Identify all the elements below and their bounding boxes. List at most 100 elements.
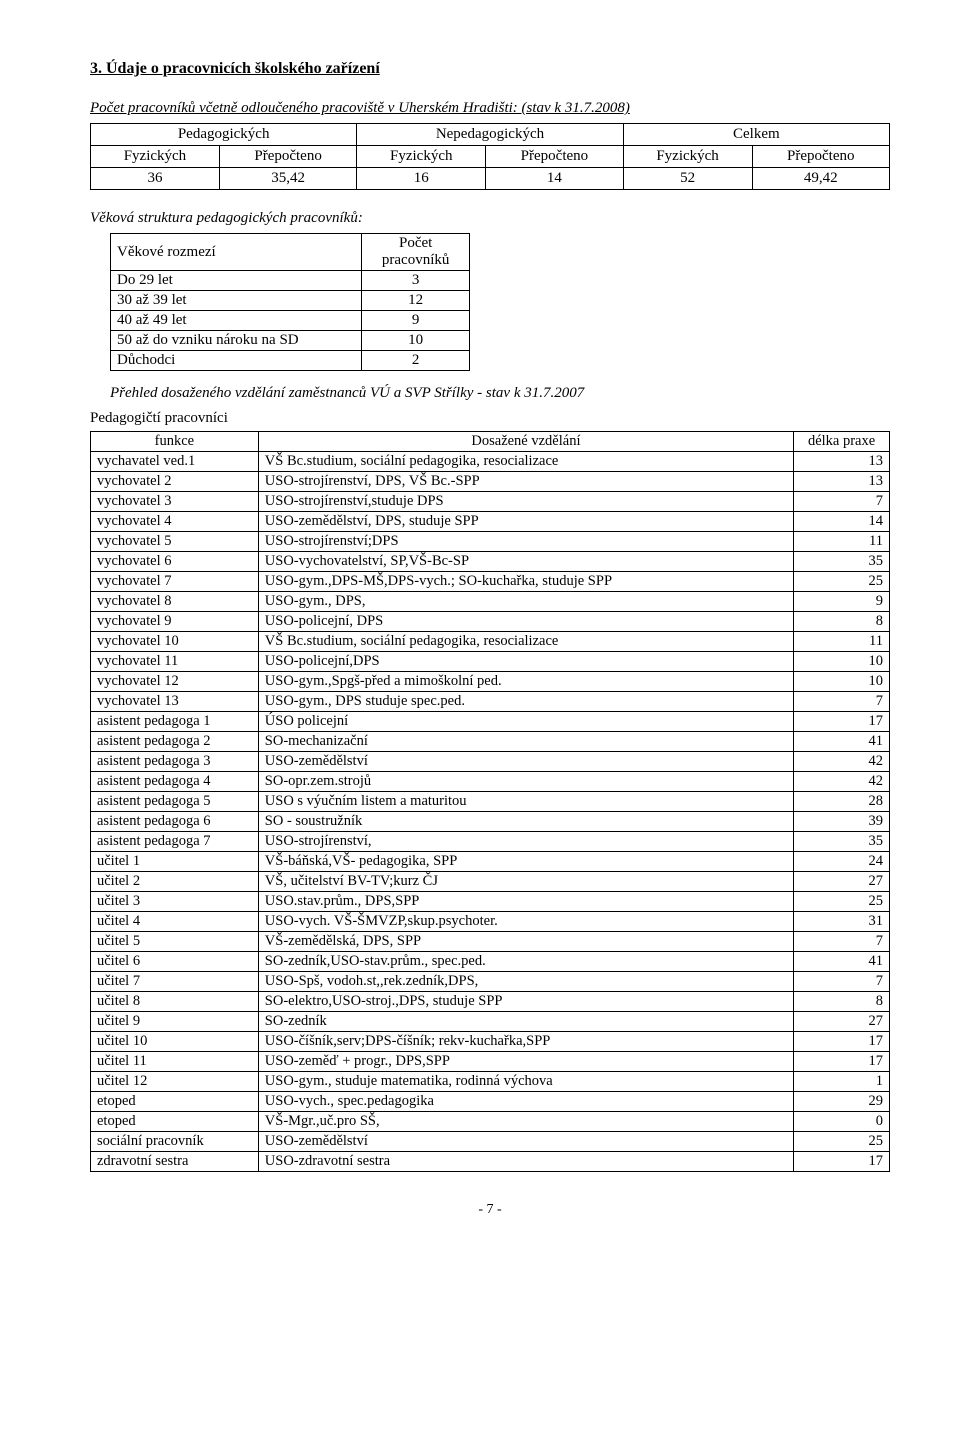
edu-row: asistent pedagoga 7USO-strojírenství,35	[91, 832, 890, 852]
edu-row-years: 42	[794, 772, 890, 792]
edu-row-func: vychovatel 5	[91, 532, 259, 552]
edu-row: asistent pedagoga 2SO-mechanizační41	[91, 732, 890, 752]
edu-row-years: 14	[794, 512, 890, 532]
edu-row: vychovatel 8USO-gym., DPS,9	[91, 592, 890, 612]
edu-row-edu: VŠ-Mgr.,uč.pro SŠ,	[258, 1112, 793, 1132]
edu-row-func: vychovatel 11	[91, 652, 259, 672]
edu-row-years: 9	[794, 592, 890, 612]
edu-row-years: 10	[794, 652, 890, 672]
edu-row-func: vychavatel ved.1	[91, 452, 259, 472]
t1-r-5: 49,42	[752, 168, 889, 190]
edu-row-years: 41	[794, 952, 890, 972]
edu-row-years: 0	[794, 1112, 890, 1132]
edu-row-years: 17	[794, 712, 890, 732]
edu-row-func: vychovatel 6	[91, 552, 259, 572]
t3-head-2: délka praxe	[794, 432, 890, 452]
edu-row-edu: USO-vych., spec.pedagogika	[258, 1092, 793, 1112]
edu-row: učitel 5VŠ-zemědělská, DPS, SPP7	[91, 932, 890, 952]
edu-row: učitel 11USO-zeměď + progr., DPS,SPP17	[91, 1052, 890, 1072]
edu-row: vychovatel 9USO-policejní, DPS8	[91, 612, 890, 632]
t1-h2-2: Fyzických	[357, 146, 486, 168]
age-row: 50 až do vzniku nároku na SD10	[111, 331, 470, 351]
edu-row-edu: USO-vych. VŠ-ŠMVZP,skup.psychoter.	[258, 912, 793, 932]
edu-row: vychovatel 6USO-vychovatelství, SP,VŠ-Bc…	[91, 552, 890, 572]
edu-row-years: 8	[794, 992, 890, 1012]
edu-row-func: zdravotní sestra	[91, 1152, 259, 1172]
t1-head-total: Celkem	[623, 124, 889, 146]
edu-row: asistent pedagoga 1ÚSO policejní17	[91, 712, 890, 732]
edu-row-func: asistent pedagoga 1	[91, 712, 259, 732]
t1-r-2: 16	[357, 168, 486, 190]
edu-row-years: 25	[794, 1132, 890, 1152]
age-row: Důchodci2	[111, 351, 470, 371]
edu-row-years: 25	[794, 572, 890, 592]
edu-row-edu: SO-zedník	[258, 1012, 793, 1032]
edu-row: učitel 1VŠ-báňská,VŠ- pedagogika, SPP24	[91, 852, 890, 872]
edu-row-years: 7	[794, 972, 890, 992]
edu-row-edu: USO-policejní,DPS	[258, 652, 793, 672]
edu-row-edu: SO-mechanizační	[258, 732, 793, 752]
edu-row-edu: VŠ Bc.studium, sociální pedagogika, reso…	[258, 632, 793, 652]
edu-row-edu: ÚSO policejní	[258, 712, 793, 732]
edu-row-func: učitel 5	[91, 932, 259, 952]
edu-row-edu: USO-gym., DPS studuje spec.ped.	[258, 692, 793, 712]
edu-row-func: asistent pedagoga 5	[91, 792, 259, 812]
edu-row: etopedVŠ-Mgr.,uč.pro SŠ,0	[91, 1112, 890, 1132]
edu-row: vychovatel 13USO-gym., DPS studuje spec.…	[91, 692, 890, 712]
intro-text: Počet pracovníků včetně odloučeného prac…	[90, 100, 890, 117]
edu-row-years: 17	[794, 1032, 890, 1052]
edu-row: vychovatel 2USO-strojírenství, DPS, VŠ B…	[91, 472, 890, 492]
edu-row-edu: USO-číšník,serv;DPS-číšník; rekv-kuchařk…	[258, 1032, 793, 1052]
pedag-label: Pedagogičtí pracovníci	[90, 410, 890, 427]
edu-row: učitel 12USO-gym., studuje matematika, r…	[91, 1072, 890, 1092]
edu-row-func: učitel 3	[91, 892, 259, 912]
edu-row-func: etoped	[91, 1112, 259, 1132]
edu-row-edu: USO-zemědělství	[258, 1132, 793, 1152]
edu-row-func: učitel 11	[91, 1052, 259, 1072]
edu-row-years: 13	[794, 452, 890, 472]
overview-heading: Přehled dosaženého vzdělání zaměstnanců …	[110, 385, 890, 402]
age-row-count: 12	[362, 291, 470, 311]
t1-h2-5: Přepočteno	[752, 146, 889, 168]
staff-count-table: Pedagogických Nepedagogických Celkem Fyz…	[90, 123, 890, 190]
age-row: 30 až 39 let12	[111, 291, 470, 311]
edu-row-edu: USO-zdravotní sestra	[258, 1152, 793, 1172]
edu-row-func: asistent pedagoga 3	[91, 752, 259, 772]
edu-row-edu: USO-gym.,Spgš-před a mimoškolní ped.	[258, 672, 793, 692]
edu-row-func: učitel 1	[91, 852, 259, 872]
t2-head-1: Počet pracovníků	[362, 234, 470, 271]
edu-row-edu: VŠ-báňská,VŠ- pedagogika, SPP	[258, 852, 793, 872]
edu-row: učitel 2VŠ, učitelství BV-TV;kurz ČJ27	[91, 872, 890, 892]
edu-row-func: asistent pedagoga 7	[91, 832, 259, 852]
t1-h2-3: Přepočteno	[486, 146, 623, 168]
edu-row: učitel 4USO-vych. VŠ-ŠMVZP,skup.psychote…	[91, 912, 890, 932]
t1-r-4: 52	[623, 168, 752, 190]
edu-row-edu: SO-elektro,USO-stroj.,DPS, studuje SPP	[258, 992, 793, 1012]
age-row-label: 40 až 49 let	[111, 311, 362, 331]
edu-row-years: 24	[794, 852, 890, 872]
edu-row-years: 7	[794, 492, 890, 512]
age-structure-table: Věkové rozmezí Počet pracovníků Do 29 le…	[110, 233, 470, 371]
edu-row-edu: USO-strojírenství,	[258, 832, 793, 852]
edu-row: vychovatel 10VŠ Bc.studium, sociální ped…	[91, 632, 890, 652]
edu-row: učitel 10USO-číšník,serv;DPS-číšník; rek…	[91, 1032, 890, 1052]
edu-row-func: učitel 10	[91, 1032, 259, 1052]
edu-row-func: učitel 2	[91, 872, 259, 892]
t1-r-3: 14	[486, 168, 623, 190]
edu-row-func: asistent pedagoga 4	[91, 772, 259, 792]
edu-row: asistent pedagoga 4SO-opr.zem.strojů42	[91, 772, 890, 792]
edu-row-years: 39	[794, 812, 890, 832]
edu-row-func: učitel 6	[91, 952, 259, 972]
edu-row: asistent pedagoga 6SO - soustružník39	[91, 812, 890, 832]
age-row-count: 9	[362, 311, 470, 331]
edu-row-edu: SO-zedník,USO-stav.prům., spec.ped.	[258, 952, 793, 972]
education-table: funkce Dosažené vzdělání délka praxe vyc…	[90, 431, 890, 1172]
t1-r-0: 36	[91, 168, 220, 190]
edu-row: asistent pedagoga 3USO-zemědělství42	[91, 752, 890, 772]
edu-row-edu: VŠ Bc.studium, sociální pedagogika, reso…	[258, 452, 793, 472]
edu-row-years: 25	[794, 892, 890, 912]
edu-row-edu: USO-gym., studuje matematika, rodinná vý…	[258, 1072, 793, 1092]
edu-row-func: etoped	[91, 1092, 259, 1112]
edu-row-func: učitel 8	[91, 992, 259, 1012]
edu-row-func: vychovatel 2	[91, 472, 259, 492]
